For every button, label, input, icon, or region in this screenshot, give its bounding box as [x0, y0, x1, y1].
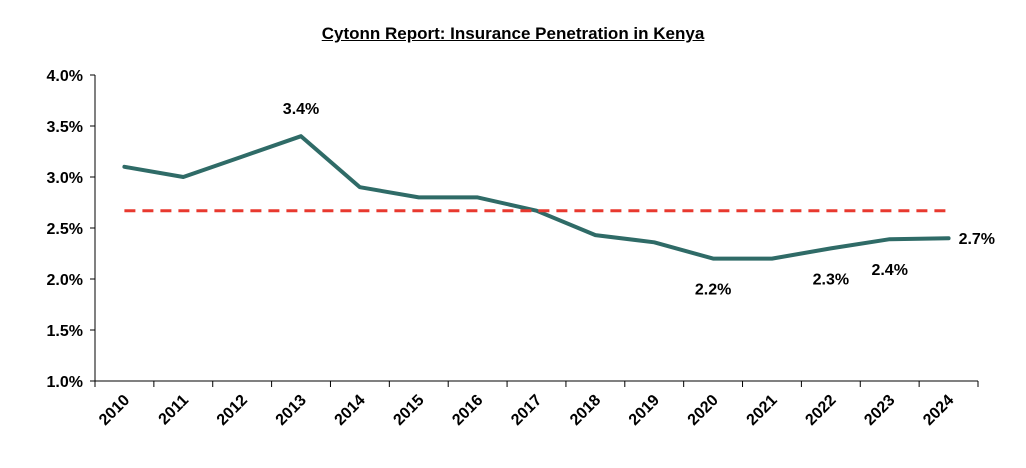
x-tick-label: 2017 — [508, 392, 545, 429]
y-tick-label: 4.0% — [47, 68, 83, 85]
x-tick-label: 2020 — [685, 392, 722, 429]
axes — [90, 74, 979, 387]
x-tick-label: 2018 — [567, 392, 604, 429]
x-tick-label: 2014 — [332, 392, 369, 429]
data-label: 3.4% — [283, 101, 319, 118]
data-labels: 3.4% 2.2% 2.3% 2.4% 2.7% — [283, 101, 995, 298]
x-tick-label: 2021 — [744, 392, 781, 429]
x-tick-label: 2011 — [156, 392, 193, 429]
y-tick-label: 1.0% — [47, 374, 83, 391]
y-tick-label: 2.0% — [47, 272, 83, 289]
y-tick-label: 2.5% — [47, 221, 83, 238]
x-tick-label: 2013 — [273, 392, 310, 429]
y-tick-label: 3.0% — [47, 170, 83, 187]
x-tick-labels: 2010 2011 2012 2013 2014 2015 2016 2017 2018 2019… — [96, 392, 957, 429]
y-tick-labels: 1.0% 1.5% 2.0% 2.5% 3.0% 3.5% 4.0% — [47, 68, 83, 391]
x-tick-label: 2019 — [626, 392, 663, 429]
x-tick-label: 2012 — [214, 392, 251, 429]
data-label: 2.2% — [695, 282, 731, 299]
x-tick-label: 2016 — [449, 392, 486, 429]
x-tick-label: 2023 — [861, 392, 898, 429]
data-label: 2.7% — [959, 231, 995, 248]
x-tick-label: 2024 — [920, 392, 957, 429]
x-tick-label: 2022 — [802, 392, 839, 429]
data-label: 2.4% — [871, 262, 907, 279]
data-label: 2.3% — [813, 271, 849, 288]
y-tick-label: 1.5% — [47, 323, 83, 340]
chart-title: Cytonn Report: Insurance Penetration in … — [321, 24, 705, 43]
x-tick-label: 2015 — [390, 392, 427, 429]
x-tick-label: 2010 — [96, 392, 133, 429]
series-lines — [122, 134, 951, 261]
y-tick-label: 3.5% — [47, 119, 83, 136]
insurance-penetration-line — [122, 134, 951, 261]
